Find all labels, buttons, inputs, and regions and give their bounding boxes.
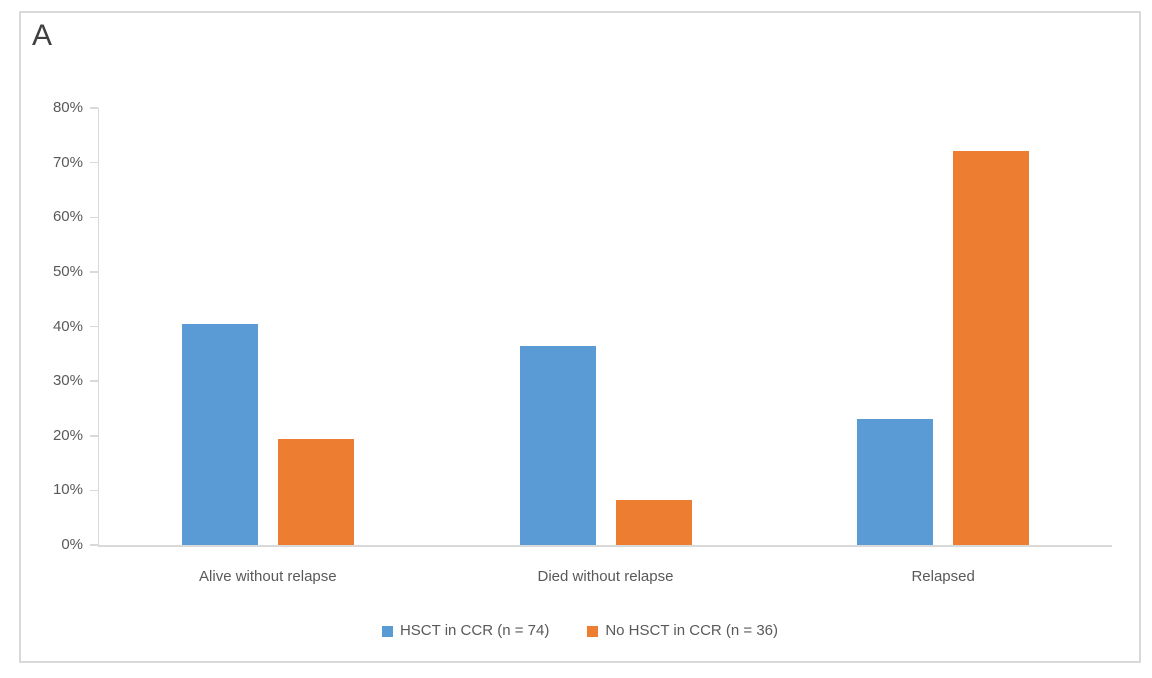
y-tick — [89, 216, 98, 218]
y-tick — [89, 161, 98, 164]
bar-series-1-cat-1 — [181, 323, 258, 545]
y-tick-label: 40% — [52, 317, 83, 335]
chart-panel: A 0% 10% 20% 30% 40% 50% 60% 70% 80% Alive withou… — [19, 11, 1141, 663]
x-category-label: Alive without relapse — [199, 568, 337, 585]
y-tick-label: 80% — [52, 99, 83, 116]
legend-item: HSCT in CCR (n = 74) — [381, 622, 550, 640]
legend-swatch-icon — [381, 625, 393, 637]
y-tick-label: 10% — [52, 481, 83, 499]
y-tick — [89, 435, 98, 437]
legend-label: No HSCT in CCR (n = 36) — [605, 622, 779, 639]
y-tick — [89, 380, 98, 382]
bar-series-2-cat-1 — [277, 439, 354, 545]
panel-label: A — [32, 19, 53, 52]
legend-label: HSCT in CCR (n = 74) — [399, 622, 550, 639]
plot-area: 0% 10% 20% 30% 40% 50% 60% 70% 80% Alive without … — [53, 99, 1112, 585]
y-tick — [89, 271, 98, 273]
bar-series-1-cat-3 — [857, 419, 934, 545]
y-tick-label: 20% — [52, 426, 83, 444]
bar-series-1-cat-2 — [519, 345, 596, 545]
bar-series-2-cat-3 — [953, 150, 1030, 545]
x-category-label: Died without relapse — [537, 568, 674, 585]
x-category-label: Relapsed — [911, 568, 975, 585]
y-tick — [89, 544, 98, 546]
y-tick — [89, 107, 98, 109]
y-tick-label: 60% — [52, 208, 83, 226]
y-tick-label: 0% — [61, 536, 83, 553]
y-tick-label: 70% — [52, 153, 83, 171]
y-tick — [89, 325, 98, 328]
y-tick-label: 30% — [52, 372, 83, 390]
y-tick — [89, 489, 98, 492]
legend-swatch-icon — [587, 625, 599, 637]
y-tick-label: 50% — [52, 262, 83, 280]
legend: HSCT in CCR (n = 74) No HSCT in CCR (n = … — [21, 622, 1139, 640]
legend-item: No HSCT in CCR (n = 36) — [587, 622, 778, 640]
bar-series-2-cat-2 — [615, 499, 692, 545]
